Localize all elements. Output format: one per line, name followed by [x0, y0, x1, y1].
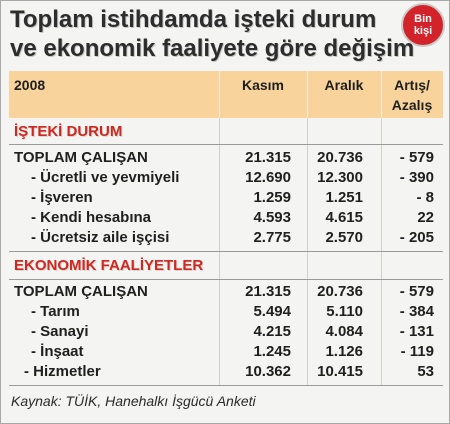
column-header-kasim: Kasım [241, 77, 285, 93]
row-label: TOPLAM ÇALIŞAN [14, 149, 148, 166]
row-label: - Kendi hesabına [31, 209, 152, 226]
kasim-value: 4.593 [253, 209, 291, 226]
aralik-value: 20.736 [317, 149, 363, 166]
column-divider [307, 71, 308, 118]
row-label: - Tarım [31, 303, 80, 320]
row-label: - Hizmetler [24, 363, 101, 380]
table-row-kendi-hesabina: - Kendi hesabına 4.593 4.615 22 [9, 208, 443, 228]
row-label: - Ücretli ve yevmiyeli [31, 169, 180, 186]
table-row-isteki-toplam-calisan: TOPLAM ÇALIŞAN 21.315 20.736 - 579 [9, 148, 443, 168]
unit-label: Bin kişi [413, 13, 433, 37]
section-title-isteki-durum: İŞTEKİ DURUM [14, 123, 123, 140]
kasim-value: 2.775 [253, 229, 291, 246]
change-value: - 579 [399, 149, 434, 166]
kasim-value: 1.259 [253, 189, 291, 206]
aralik-value: 1.251 [325, 189, 363, 206]
table-header [9, 71, 443, 118]
kasim-value: 21.315 [245, 283, 291, 300]
kasim-value: 12.690 [245, 169, 291, 186]
chart-title: Toplam istihdamda işteki durum ve ekonom… [10, 6, 415, 62]
aralik-value: 5.110 [326, 303, 363, 320]
kasim-value: 5.494 [253, 303, 291, 320]
column-header-aralik: Aralık [324, 77, 364, 93]
aralik-value: 10.415 [317, 363, 363, 380]
change-value: - 205 [399, 229, 434, 246]
horizontal-rule [9, 251, 443, 252]
change-value: - 8 [416, 189, 434, 206]
horizontal-rule [9, 279, 443, 280]
table-row-insaat: - İnşaat 1.245 1.126 - 119 [9, 342, 443, 362]
aralik-value: 12.300 [317, 169, 363, 186]
horizontal-rule [9, 144, 443, 145]
table-row-faaliyet-toplam-calisan: TOPLAM ÇALIŞAN 21.315 20.736 - 579 [9, 282, 443, 302]
kasim-value: 10.362 [245, 363, 291, 380]
column-header-year: 2008 [14, 77, 46, 93]
column-header-change: Artış/ Azalış [391, 77, 433, 113]
unit-badge: Bin kişi [401, 3, 445, 47]
change-value: - 579 [399, 283, 434, 300]
table-row-isveren: - İşveren 1.259 1.251 - 8 [9, 188, 443, 208]
change-value: - 390 [399, 169, 434, 186]
table-row-sanayi: - Sanayi 4.215 4.084 - 131 [9, 322, 443, 342]
aralik-value: 1.126 [325, 343, 363, 360]
aralik-value: 4.615 [325, 209, 363, 226]
aralik-value: 4.084 [325, 323, 363, 340]
change-value: - 131 [399, 323, 434, 340]
change-value: 22 [417, 209, 434, 226]
change-value: - 119 [400, 343, 434, 360]
table-row-tarim: - Tarım 5.494 5.110 - 384 [9, 302, 443, 322]
kasim-value: 4.215 [253, 323, 291, 340]
table-row-ucretli-ve-yevmiyeli: - Ücretli ve yevmiyeli 12.690 12.300 - 3… [9, 168, 443, 188]
row-label: - İşveren [31, 189, 93, 206]
aralik-value: 20.736 [317, 283, 363, 300]
row-label: - Sanayi [31, 323, 89, 340]
column-divider [381, 71, 382, 118]
section-title-ekonomik-faaliyetler: EKONOMİK FAALİYETLER [14, 257, 204, 274]
change-value: 53 [417, 363, 434, 380]
aralik-value: 2.570 [325, 229, 363, 246]
horizontal-rule [9, 385, 443, 386]
kasim-value: 21.315 [245, 149, 291, 166]
change-value: - 384 [399, 303, 434, 320]
kasim-value: 1.245 [253, 343, 291, 360]
source-note: Kaynak: TÜİK, Hanehalkı İşgücü Anketi [11, 393, 256, 409]
table-row-ucretsiz-aile-iscisi: - Ücretsiz aile işçisi 2.775 2.570 - 205 [9, 228, 443, 248]
row-label: - İnşaat [31, 343, 84, 360]
column-divider [219, 71, 220, 118]
table-row-hizmetler: - Hizmetler 10.362 10.415 53 [9, 362, 443, 382]
row-label: TOPLAM ÇALIŞAN [14, 283, 148, 300]
row-label: - Ücretsiz aile işçisi [31, 229, 170, 246]
